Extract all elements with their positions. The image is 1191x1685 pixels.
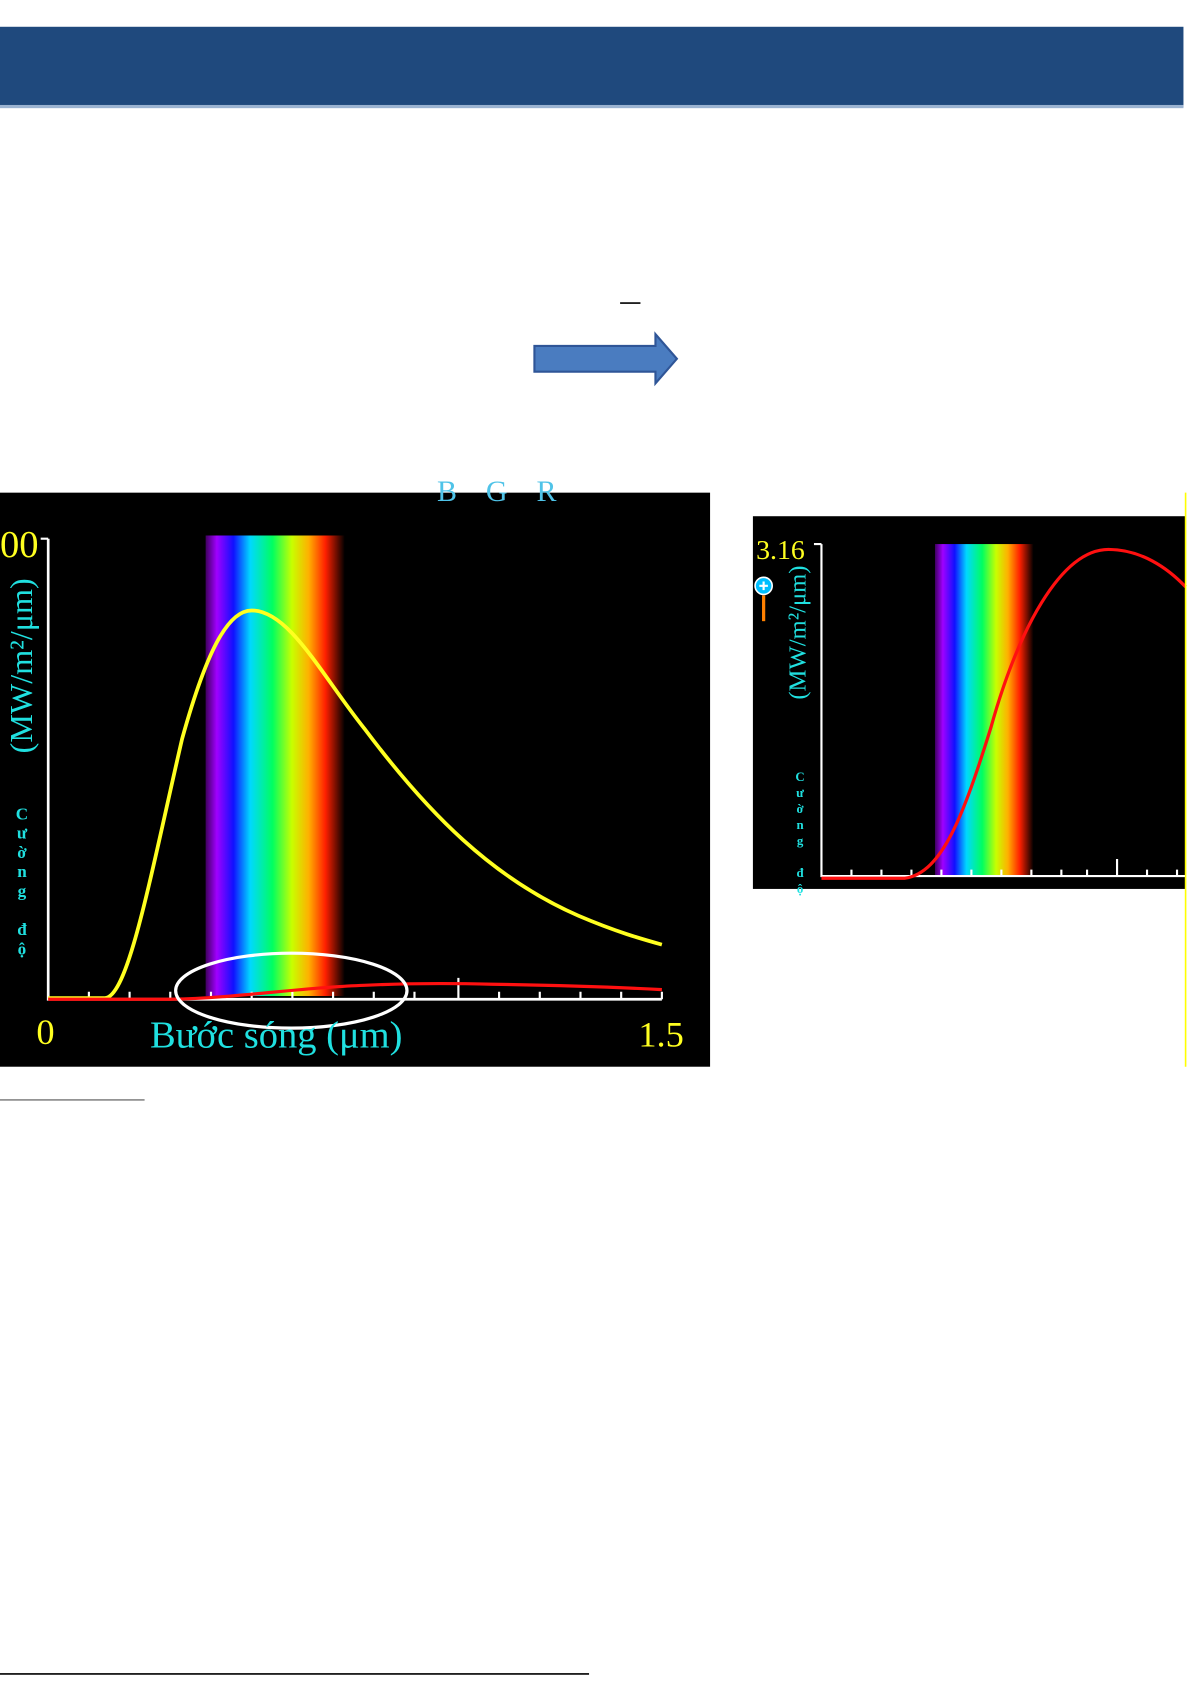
x-max-label: 1.5 (638, 1015, 684, 1055)
yellow-curve (48, 608, 663, 1001)
header-bar (0, 26, 1184, 108)
axes (820, 544, 1186, 878)
spectrum (934, 544, 1034, 877)
left-image (0, 492, 711, 1067)
red-curve (48, 981, 662, 1001)
spectrum (205, 535, 345, 997)
header-rule (0, 104, 1184, 109)
y-title: Cường độ (792, 768, 808, 898)
y-title: Cường độ (12, 805, 32, 960)
x-min-label: 0 (36, 1013, 55, 1053)
y-max-label: 00 (0, 522, 39, 566)
x-title: Bước sóng (μm) (149, 1013, 403, 1057)
y-unit: (MW/m²/μm) (4, 578, 40, 754)
red-curve (821, 547, 1187, 880)
left-labels: B G R (0, 471, 710, 1066)
zoom-plus (759, 581, 768, 591)
ticks (813, 542, 1179, 877)
y-unit: (MW/m²/μm) (783, 565, 811, 700)
y-max-label: 3.16 (756, 534, 805, 566)
arrow (533, 331, 679, 387)
highlight-ellipse (174, 951, 409, 1030)
color-label: B G R (436, 475, 568, 509)
